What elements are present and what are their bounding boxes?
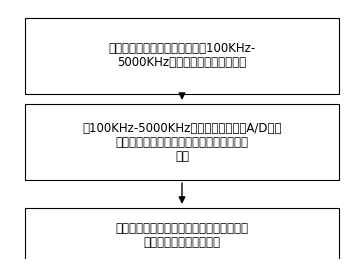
FancyBboxPatch shape [25, 208, 339, 264]
Text: 对故障信号进行带通滤波，获取100KHz-: 对故障信号进行带通滤波，获取100KHz- [108, 43, 256, 55]
Text: 变换: 变换 [175, 150, 189, 163]
Text: 获取高频率电磁信号二进小波变换的模极大: 获取高频率电磁信号二进小波变换的模极大 [115, 223, 249, 235]
Text: 对100KHz-5000KHz之间的信号分量经A/D转换: 对100KHz-5000KHz之间的信号分量经A/D转换 [82, 122, 282, 135]
Text: 值点，确定故障起始时间: 值点，确定故障起始时间 [143, 236, 221, 249]
Text: 获取离散信号，并对离散信号进行二进小波: 获取离散信号，并对离散信号进行二进小波 [115, 136, 249, 149]
Text: 5000KHz之间的高频电磁信号分量: 5000KHz之间的高频电磁信号分量 [118, 56, 246, 69]
FancyBboxPatch shape [25, 104, 339, 180]
FancyBboxPatch shape [25, 18, 339, 94]
